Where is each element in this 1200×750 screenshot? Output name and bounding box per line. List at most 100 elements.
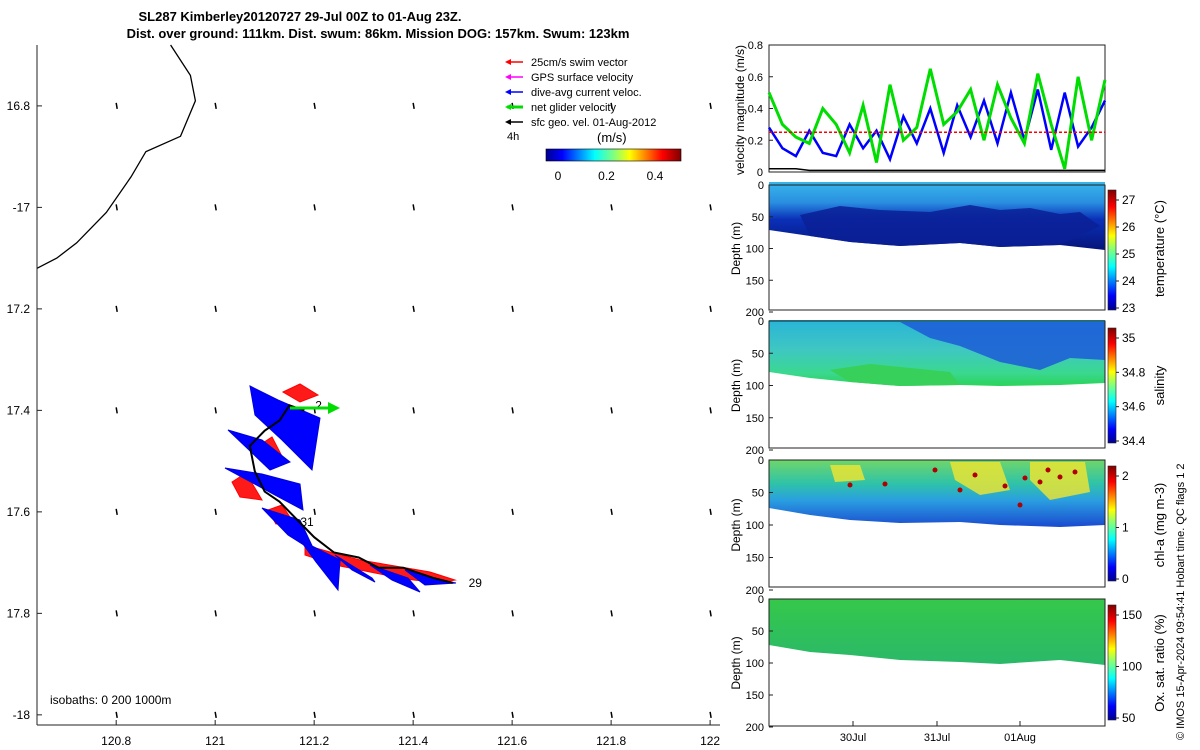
velocity-y-tick-label: 0.2: [748, 135, 763, 147]
grid-current-arrow: [115, 407, 118, 414]
legend-entry: net glider velocity: [505, 102, 616, 114]
grid-current-arrow: [511, 204, 514, 211]
section-x-tick-label: 30Jul: [840, 732, 866, 744]
oxygen-field: [769, 599, 1105, 665]
colorbar-tick-label: 23: [1122, 301, 1136, 315]
chlorophyll-peak-dot: [1072, 469, 1078, 475]
grid-current-arrow: [214, 102, 217, 110]
net-glider-velocity-arrow: [290, 402, 340, 414]
salinity-axes: [768, 320, 1106, 449]
colorbar-tick-label: 25: [1122, 247, 1136, 261]
grid-current-arrow: [511, 407, 514, 414]
grid-current-arrow: [709, 305, 712, 313]
grid-current-arrow: [412, 102, 415, 110]
section-y-tick-label: 100: [746, 244, 764, 256]
chlorophyll-peak-dot: [957, 487, 963, 493]
colorbar-tick-label: 34.8: [1122, 365, 1146, 379]
grid-current-arrow: [511, 610, 514, 617]
grid-current-arrow: [412, 610, 415, 617]
colorbar-label: chl-a (mg m-3): [1152, 483, 1167, 568]
map-y-tick-label: 17.4: [7, 403, 31, 417]
section-x-tick-label: 01Aug: [1004, 732, 1036, 744]
section-y-tick-label: 50: [752, 626, 764, 638]
day-marker-label: 2: [315, 398, 322, 412]
legend-swatch-arrowhead: [505, 89, 511, 95]
grid-current-arrow: [313, 508, 316, 515]
grid-current-arrow: [115, 204, 118, 211]
section-y-tick-label: 50: [752, 212, 764, 224]
section-colorbars: [1107, 189, 1117, 721]
section-y-tick-label: 0: [758, 316, 764, 328]
grid-current-arrow: [214, 407, 217, 414]
grid-current-arrow: [709, 610, 712, 617]
chlorophyll-peak-dot: [972, 472, 978, 478]
grid-current-arrow: [313, 102, 316, 110]
salinity-fresh-layer: [900, 322, 1105, 370]
section-y-tick-label: 0: [758, 455, 764, 467]
section-y-tick-label: 150: [746, 553, 764, 565]
section-y-tick-label: 50: [752, 348, 764, 360]
glider-track: [248, 404, 453, 584]
map-axes: [37, 45, 720, 725]
section-y-labels: Depth (m) Depth (m) Depth (m) Depth (m): [729, 222, 743, 690]
grid-current-arrow: [115, 610, 118, 617]
temperature-colorbar: [1107, 189, 1117, 311]
coastline: [36, 44, 197, 269]
section-x-tick-label: 31Jul: [924, 732, 950, 744]
track-map: SL287 Kimberley20120727 29-Jul 00Z to 01…: [7, 9, 721, 748]
legend-entry: 25cm/s swim vector: [505, 57, 628, 69]
grid-current-arrow: [412, 508, 415, 515]
figure-title-line1: SL287 Kimberley20120727 29-Jul 00Z to 01…: [139, 9, 462, 24]
legend-entry: dive-avg current veloc.: [505, 87, 642, 99]
map-x-tick-label: 120.8: [101, 734, 131, 748]
chlorophyll-section: [768, 459, 1106, 588]
grid-current-arrow: [412, 305, 415, 313]
dive-avg-current-swath: [224, 385, 457, 593]
grid-current-arrow: [313, 711, 316, 718]
map-x-tick-label: 121: [205, 734, 225, 748]
section-y-tick-label: 200: [746, 722, 764, 734]
colorbar-tick-label: 27: [1122, 193, 1136, 207]
colorbar-tick-label: 34.6: [1122, 400, 1146, 414]
grid-current-arrow: [115, 102, 118, 110]
grid-current-arrow: [115, 711, 118, 718]
section-y-tick-label: 150: [746, 413, 764, 425]
salinity-section: [768, 320, 1106, 449]
map-x-tick-label: 121.4: [398, 734, 428, 748]
colorbar-tick-label: 1: [1122, 521, 1129, 535]
map-y-tick-label: -18: [13, 708, 31, 722]
grid-current-arrow: [412, 407, 415, 414]
colorbar-tick-label: 26: [1122, 220, 1136, 234]
colorbar-label: salinity: [1152, 365, 1167, 405]
grid-current-arrow: [214, 204, 217, 211]
colorbar-tick-label: 50: [1122, 711, 1136, 725]
colorbar-tick-label: 0: [1122, 572, 1129, 586]
legend-label: 25cm/s swim vector: [531, 57, 628, 69]
chlorophyll-peak-dot: [1022, 475, 1028, 481]
legend-entry: sfc geo. vel. 01-Aug-2012: [505, 117, 656, 129]
legend-swatch-arrowhead: [505, 59, 511, 65]
grid-current-arrow: [214, 610, 217, 617]
colorbar-label: Ox. sat. ratio (%): [1152, 614, 1167, 712]
grid-current-arrow: [115, 305, 118, 313]
speed-colorbar: [545, 148, 682, 162]
grid-current-arrow: [214, 711, 217, 718]
chlorophyll-peak-dot: [1045, 467, 1051, 473]
grid-current-arrow: [214, 305, 217, 313]
section-y-label: Depth (m): [729, 498, 743, 551]
section-y-tick-label: 200: [746, 307, 764, 319]
section-x-ticks: 30Jul 31Jul 01Aug: [840, 721, 1036, 744]
glider-swath: [224, 383, 457, 593]
velocity-axes: [768, 44, 1106, 173]
colorbar-tick-label: 34.4: [1122, 434, 1146, 448]
section-colorbar-ticks: 27 26 25 24 23 35 34.8 34.6 34.4 2 1 0 150 100 50: [1116, 193, 1146, 725]
day-marker-label: 31: [300, 515, 314, 529]
map-y-tick-label: -17: [13, 200, 31, 214]
map-colorbar-unit: (m/s): [597, 130, 627, 145]
grid-current-arrow: [313, 305, 316, 313]
chlorophyll-colorbar: [1107, 465, 1117, 582]
oxygen-colorbar: [1107, 604, 1117, 721]
grid-current-arrow: [709, 407, 712, 414]
legend-label: net glider velocity: [531, 102, 616, 114]
